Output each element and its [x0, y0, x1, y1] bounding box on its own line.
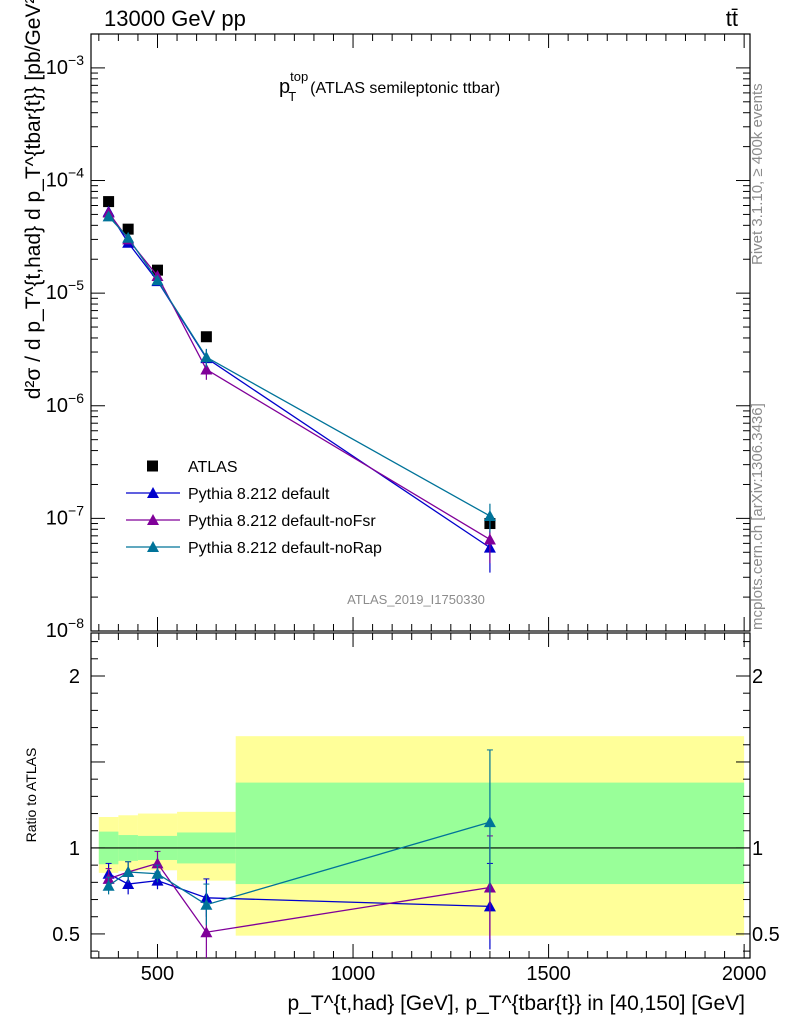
- ratio-y-tick-label-right: 0.5: [752, 924, 780, 946]
- ratio-data-point: [151, 867, 164, 879]
- main-plot-area: 10−8 10−7 10−6 10−5 10−4 10−3: [46, 33, 750, 642]
- mc-data-point: [483, 533, 496, 545]
- y-tick-label: 10−8: [46, 615, 84, 642]
- atlas-data-point: [122, 223, 134, 235]
- mc-data-point: [102, 210, 115, 222]
- mcplots-label: mcplots.cern.ch [arXiv:1306.3436]: [749, 403, 766, 630]
- mc-data-point: [151, 274, 164, 286]
- mc-data-point: [122, 231, 135, 243]
- ratio-data-point: [200, 898, 213, 910]
- atlas-data-point: [200, 331, 212, 343]
- legend-label: Pythia 8.212 default-noRap: [188, 540, 382, 557]
- mc-line-3: [108, 215, 491, 517]
- legend: ATLAS Pythia 8.212 default Pythia 8.212 de…: [126, 459, 382, 557]
- ratio-data-point: [483, 816, 496, 828]
- atlas-data-point: [103, 196, 115, 208]
- ratio-y-tick-label-right: 1: [752, 838, 763, 860]
- ratio-data-point: [102, 879, 115, 891]
- ratio-y-tick-label: 0.5: [52, 924, 80, 946]
- mc-data-point: [483, 509, 496, 521]
- legend-label: Pythia 8.212 default: [188, 486, 330, 503]
- legend-marker: [147, 487, 159, 498]
- x-tick-label: 1000: [331, 963, 376, 985]
- x-tick-label: 1500: [526, 963, 571, 985]
- legend-label: ATLAS: [188, 459, 238, 476]
- ratio-data-point: [122, 866, 135, 878]
- legend-marker: [147, 541, 159, 552]
- ratio-data-point: [200, 926, 213, 938]
- process-label: tt̄: [726, 6, 738, 31]
- x-axis-label: p_T^{t,had} [GeV], p_T^{tbar{t}} in [40,…: [287, 992, 745, 1015]
- ratio-y-tick-label: 1: [69, 838, 80, 860]
- x-tick-label: 2000: [722, 963, 767, 985]
- y-tick-label: 10−4: [46, 165, 84, 192]
- collision-label: 13000 GeV pp: [104, 6, 246, 31]
- ratio-data-point: [151, 857, 164, 869]
- y-tick-label: 10−5: [46, 277, 84, 304]
- ratio-y-tick-label-right: 2: [752, 666, 763, 688]
- y-tick-label: 10−3: [46, 52, 84, 79]
- mc-data-point: [200, 363, 213, 375]
- y-tick-label: 10−6: [46, 390, 84, 417]
- legend-marker-atlas: [147, 460, 158, 472]
- ratio-data-point: [122, 878, 135, 890]
- y-tick-label: 10−7: [46, 502, 84, 529]
- ratio-panel-frame: [90, 632, 751, 959]
- ratio-y-tick-label: 2: [69, 666, 80, 688]
- ratio-plot-area: 500 1000 1500 2000 0.5 0.5 1 1 2 2: [52, 633, 780, 985]
- rivet-version-label: Rivet 3.1.10, ≥ 400k events: [749, 83, 766, 265]
- y-axis-label-main: d²σ / d p_T^{t,had} d p_T^{tbar{t}} [pb/…: [22, 0, 45, 399]
- main-panel-frame: [90, 33, 751, 632]
- x-tick-label: 500: [141, 963, 174, 985]
- legend-marker: [147, 514, 159, 525]
- plot-title: ptop T (ATLAS semileptonic ttbar): [279, 69, 500, 104]
- legend-label: Pythia 8.212 default-noFsr: [188, 513, 376, 530]
- mc-data-point: [200, 351, 213, 363]
- analysis-id: ATLAS_2019_I1750330: [347, 592, 485, 607]
- y-axis-label-ratio: Ratio to ATLAS: [23, 748, 39, 843]
